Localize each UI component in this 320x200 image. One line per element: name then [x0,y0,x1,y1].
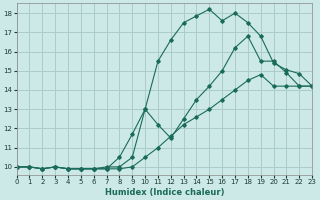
X-axis label: Humidex (Indice chaleur): Humidex (Indice chaleur) [105,188,224,197]
